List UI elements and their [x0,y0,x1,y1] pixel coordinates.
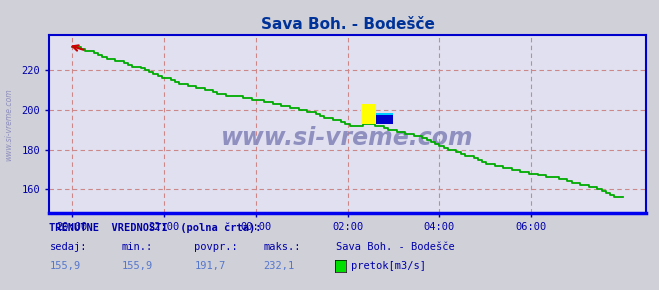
Text: www.si-vreme.com: www.si-vreme.com [4,88,13,161]
Bar [376,113,393,124]
Text: sedaj:: sedaj: [49,242,87,252]
Text: 155,9: 155,9 [122,261,153,271]
Text: Sava Boh. - Bodešče: Sava Boh. - Bodešče [336,242,455,252]
Text: 232,1: 232,1 [264,261,295,271]
Text: pretok[m3/s]: pretok[m3/s] [351,261,426,271]
Text: maks.:: maks.: [264,242,301,252]
Text: 155,9: 155,9 [49,261,80,271]
Text: povpr.:: povpr.: [194,242,238,252]
Text: min.:: min.: [122,242,153,252]
Text: www.si-vreme.com: www.si-vreme.com [221,126,474,150]
Text: TRENUTNE  VREDNOSTI  (polna črta):: TRENUTNE VREDNOSTI (polna črta): [49,222,262,233]
Bar [361,104,376,124]
Text: 191,7: 191,7 [194,261,225,271]
Bar [376,115,393,124]
Title: Sava Boh. - Bodešče: Sava Boh. - Bodešče [261,17,434,32]
